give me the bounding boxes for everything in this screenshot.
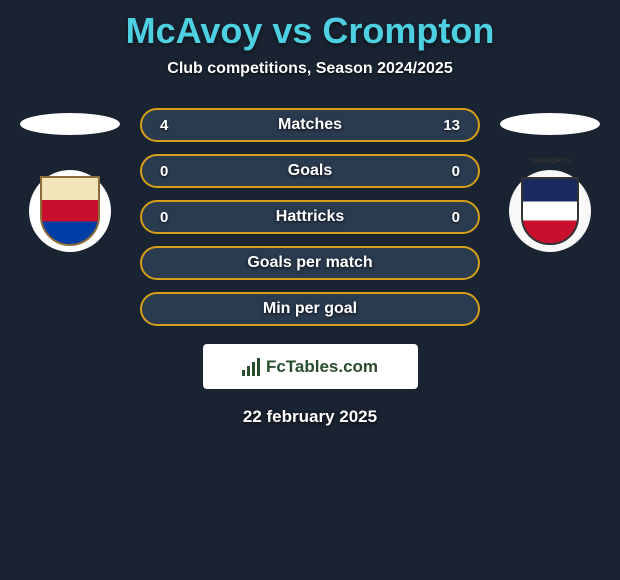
stat-row-goals-per-match: Goals per match [140,246,480,280]
badge-label: TAMWORTH [529,158,570,165]
page-title: McAvoy vs Crompton [0,10,620,52]
stat-row-goals: 0 Goals 0 [140,154,480,188]
stat-label: Goals [288,162,332,180]
stat-right-value: 13 [430,117,460,134]
shield-icon [40,176,100,246]
stat-left-value: 0 [160,163,190,180]
stat-row-min-per-goal: Min per goal [140,292,480,326]
bar-chart-icon [242,358,262,376]
stat-label: Goals per match [247,254,372,272]
main-content-row: 4 Matches 13 0 Goals 0 0 Hattricks 0 Goa… [0,108,620,326]
logo-text: FcTables.com [266,357,378,377]
left-player-column [20,108,120,252]
shield-icon [521,177,579,245]
stat-left-value: 0 [160,209,190,226]
stat-label: Hattricks [276,208,344,226]
stats-column: 4 Matches 13 0 Goals 0 0 Hattricks 0 Goa… [140,108,480,326]
subtitle: Club competitions, Season 2024/2025 [0,60,620,78]
stat-right-value: 0 [430,163,460,180]
comparison-card: McAvoy vs Crompton Club competitions, Se… [0,0,620,427]
stat-label: Min per goal [263,300,357,318]
player-avatar-right [500,113,600,135]
club-badge-right: TAMWORTH [509,170,591,252]
source-logo: FcTables.com [203,344,418,389]
right-player-column: TAMWORTH [500,108,600,252]
stat-row-hattricks: 0 Hattricks 0 [140,200,480,234]
player-avatar-left [20,113,120,135]
club-badge-left [29,170,111,252]
stat-label: Matches [278,116,342,134]
stat-left-value: 4 [160,117,190,134]
stat-right-value: 0 [430,209,460,226]
date-label: 22 february 2025 [0,407,620,427]
stat-row-matches: 4 Matches 13 [140,108,480,142]
